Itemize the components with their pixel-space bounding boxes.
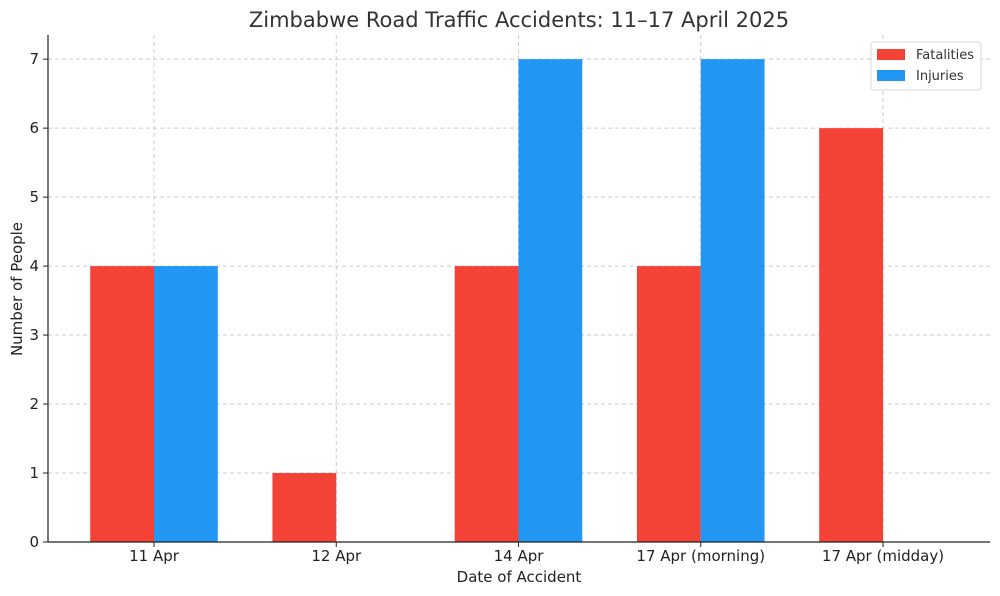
y-tick-label: 7 (29, 50, 39, 68)
y-tick-label: 0 (29, 533, 39, 551)
x-tick-label: 11 Apr (129, 547, 180, 565)
x-tick-labels: 11 Apr 12 Apr 14 Apr 17 Apr (morning) 17 Apr… (129, 542, 944, 565)
bars (90, 59, 883, 543)
y-tick-label: 1 (29, 464, 39, 482)
y-axis-label: Number of People (8, 222, 26, 356)
x-tick-label: 17 Apr (morning) (636, 547, 765, 565)
y-tick-label: 4 (29, 257, 39, 275)
legend-label: Fatalities (916, 48, 974, 63)
legend-label: Injuries (916, 69, 964, 84)
bar-injuries (700, 59, 765, 543)
bar-injuries (154, 266, 218, 542)
bar-fatalities (90, 266, 154, 542)
bar-fatalities (272, 473, 337, 542)
x-tick-label: 17 Apr (midday) (822, 547, 944, 565)
x-axis-label: Date of Accident (457, 568, 582, 586)
x-tick-label: 12 Apr (311, 547, 362, 565)
bar-fatalities (819, 128, 883, 543)
bar-fatalities (636, 266, 701, 542)
legend-swatch (877, 70, 905, 81)
legend: Fatalities Injuries (870, 41, 982, 91)
chart-title: Zimbabwe Road Traffic Accidents: 11–17 A… (249, 8, 789, 32)
bar-injuries (518, 59, 583, 543)
bar-fatalities (454, 266, 519, 542)
y-tick-label: 6 (29, 119, 39, 137)
y-tick-labels: 0 1 2 3 4 5 6 7 (29, 50, 48, 551)
legend-swatch (877, 49, 905, 60)
y-tick-label: 3 (29, 326, 39, 344)
y-tick-label: 2 (29, 395, 39, 413)
y-tick-label: 5 (29, 188, 39, 206)
x-tick-label: 14 Apr (494, 547, 545, 565)
